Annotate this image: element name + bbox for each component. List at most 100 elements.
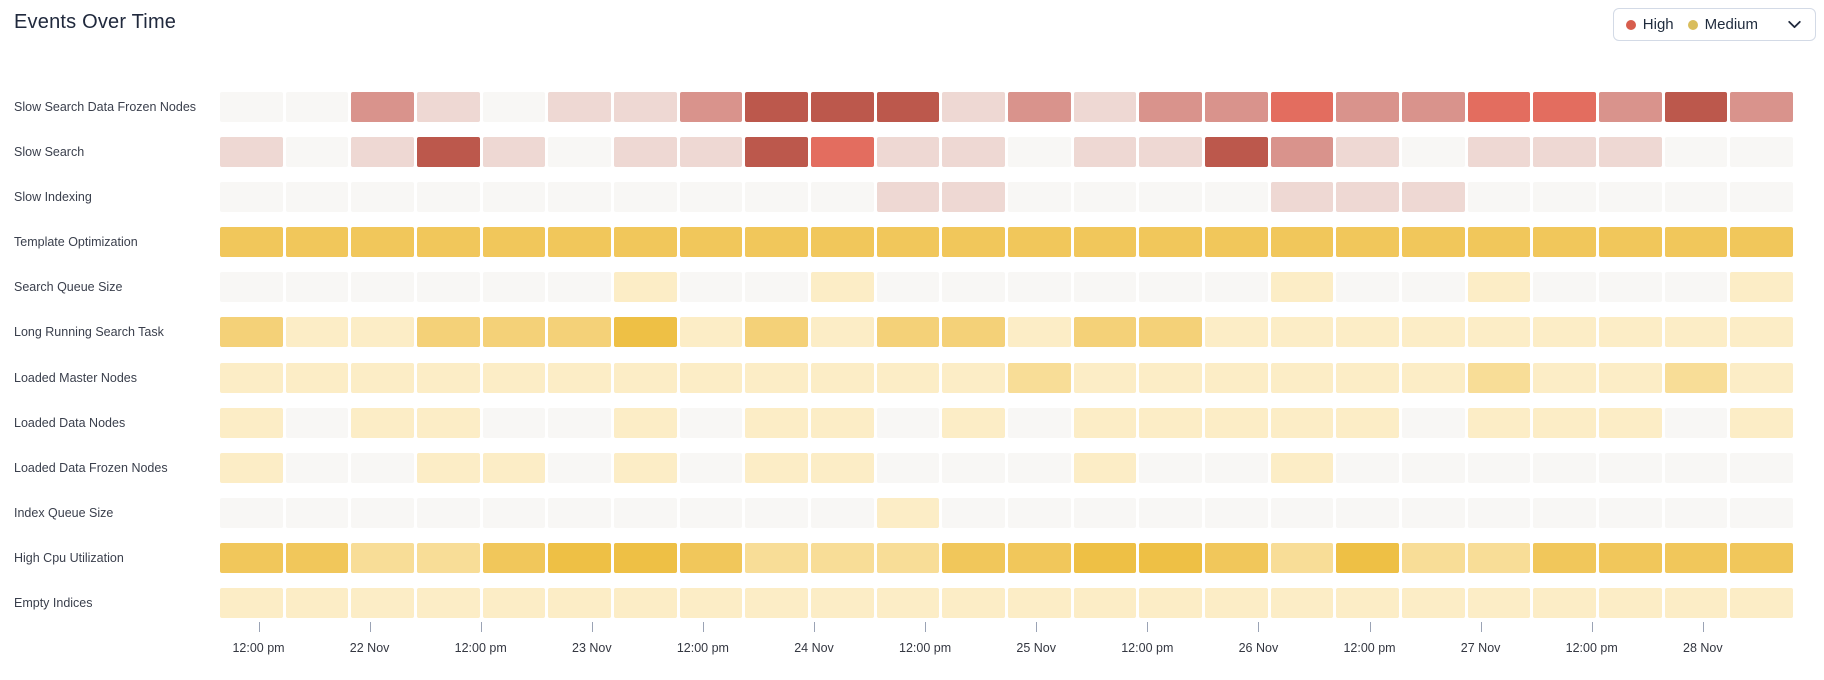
heatmap-cell[interactable] [876,407,940,438]
heatmap-cell[interactable] [679,407,743,438]
heatmap-cell[interactable] [1467,317,1531,348]
heatmap-cell[interactable] [1139,497,1203,528]
heatmap-cell[interactable] [285,137,349,168]
heatmap-cell[interactable] [1599,407,1662,438]
heatmap-cell[interactable] [1533,452,1597,483]
heatmap-cell[interactable] [1336,542,1400,573]
heatmap-cell[interactable] [1599,362,1662,393]
heatmap-cell[interactable] [351,452,415,483]
heatmap-cell[interactable] [1467,227,1531,258]
heatmap-cell[interactable] [679,588,743,619]
heatmap-cell[interactable] [482,272,546,303]
heatmap-cell[interactable] [811,317,874,348]
heatmap-cell[interactable] [482,588,546,619]
heatmap-cell[interactable] [548,362,612,393]
heatmap-cell[interactable] [1402,542,1465,573]
heatmap-cell[interactable] [351,137,415,168]
heatmap-cell[interactable] [1730,272,1794,303]
heatmap-cell[interactable] [1533,497,1597,528]
heatmap-cell[interactable] [1402,588,1465,619]
heatmap-cell[interactable] [220,272,283,303]
heatmap-cell[interactable] [811,452,874,483]
heatmap-cell[interactable] [1139,452,1203,483]
heatmap-cell[interactable] [1205,542,1268,573]
heatmap-cell[interactable] [1533,542,1597,573]
chevron-down-icon[interactable] [1786,16,1803,33]
heatmap-cell[interactable] [876,452,940,483]
heatmap-cell[interactable] [1533,588,1597,619]
heatmap-cell[interactable] [1008,362,1071,393]
heatmap-cell[interactable] [942,497,1006,528]
heatmap-cell[interactable] [1730,317,1794,348]
heatmap-cell[interactable] [876,497,940,528]
heatmap-cell[interactable] [351,92,415,122]
heatmap-cell[interactable] [1139,542,1203,573]
heatmap-cell[interactable] [1336,317,1400,348]
heatmap-cell[interactable] [1664,542,1728,573]
heatmap-cell[interactable] [876,137,940,168]
heatmap-cell[interactable] [1730,137,1794,168]
heatmap-cell[interactable] [1533,317,1597,348]
heatmap-cell[interactable] [1008,407,1071,438]
heatmap-cell[interactable] [679,317,743,348]
heatmap-cell[interactable] [1599,588,1662,619]
heatmap-cell[interactable] [1730,182,1794,213]
heatmap-cell[interactable] [1467,272,1531,303]
heatmap-cell[interactable] [614,92,677,122]
heatmap-cell[interactable] [679,272,743,303]
heatmap-cell[interactable] [1336,497,1400,528]
heatmap-cell[interactable] [482,137,546,168]
heatmap-cell[interactable] [811,362,874,393]
heatmap-cell[interactable] [811,497,874,528]
heatmap-cell[interactable] [285,272,349,303]
heatmap-cell[interactable] [1139,317,1203,348]
heatmap-cell[interactable] [1402,452,1465,483]
heatmap-cell[interactable] [942,227,1006,258]
heatmap-cell[interactable] [285,407,349,438]
heatmap-cell[interactable] [1664,182,1728,213]
heatmap-cell[interactable] [1270,317,1334,348]
heatmap-cell[interactable] [1730,452,1794,483]
heatmap-cell[interactable] [1664,362,1728,393]
heatmap-cell[interactable] [1270,407,1334,438]
heatmap-cell[interactable] [1664,588,1728,619]
heatmap-cell[interactable] [1139,588,1203,619]
heatmap-cell[interactable] [1008,542,1071,573]
heatmap-cell[interactable] [285,182,349,213]
heatmap-cell[interactable] [1139,92,1203,122]
heatmap-cell[interactable] [1270,182,1334,213]
heatmap-cell[interactable] [351,272,415,303]
heatmap-cell[interactable] [942,452,1006,483]
heatmap-cell[interactable] [1008,272,1071,303]
heatmap-cell[interactable] [1008,497,1071,528]
heatmap-cell[interactable] [679,542,743,573]
heatmap-cell[interactable] [417,407,480,438]
heatmap-cell[interactable] [548,272,612,303]
heatmap-cell[interactable] [745,362,809,393]
heatmap-cell[interactable] [1730,92,1794,122]
heatmap-cell[interactable] [876,182,940,213]
heatmap-cell[interactable] [1073,452,1137,483]
heatmap-cell[interactable] [417,92,480,122]
heatmap-cell[interactable] [679,92,743,122]
heatmap-cell[interactable] [1664,272,1728,303]
heatmap-cell[interactable] [1730,497,1794,528]
heatmap-cell[interactable] [1730,542,1794,573]
heatmap-cell[interactable] [614,588,677,619]
heatmap-cell[interactable] [1402,182,1465,213]
heatmap-cell[interactable] [351,407,415,438]
heatmap-cell[interactable] [1336,137,1400,168]
heatmap-cell[interactable] [417,588,480,619]
heatmap-cell[interactable] [1664,407,1728,438]
heatmap-cell[interactable] [482,92,546,122]
heatmap-cell[interactable] [1467,497,1531,528]
heatmap-cell[interactable] [614,272,677,303]
heatmap-cell[interactable] [745,92,809,122]
heatmap-cell[interactable] [285,497,349,528]
heatmap-cell[interactable] [1664,317,1728,348]
heatmap-cell[interactable] [876,362,940,393]
heatmap-cell[interactable] [220,137,283,168]
heatmap-cell[interactable] [811,407,874,438]
heatmap-cell[interactable] [942,542,1006,573]
heatmap-cell[interactable] [942,317,1006,348]
